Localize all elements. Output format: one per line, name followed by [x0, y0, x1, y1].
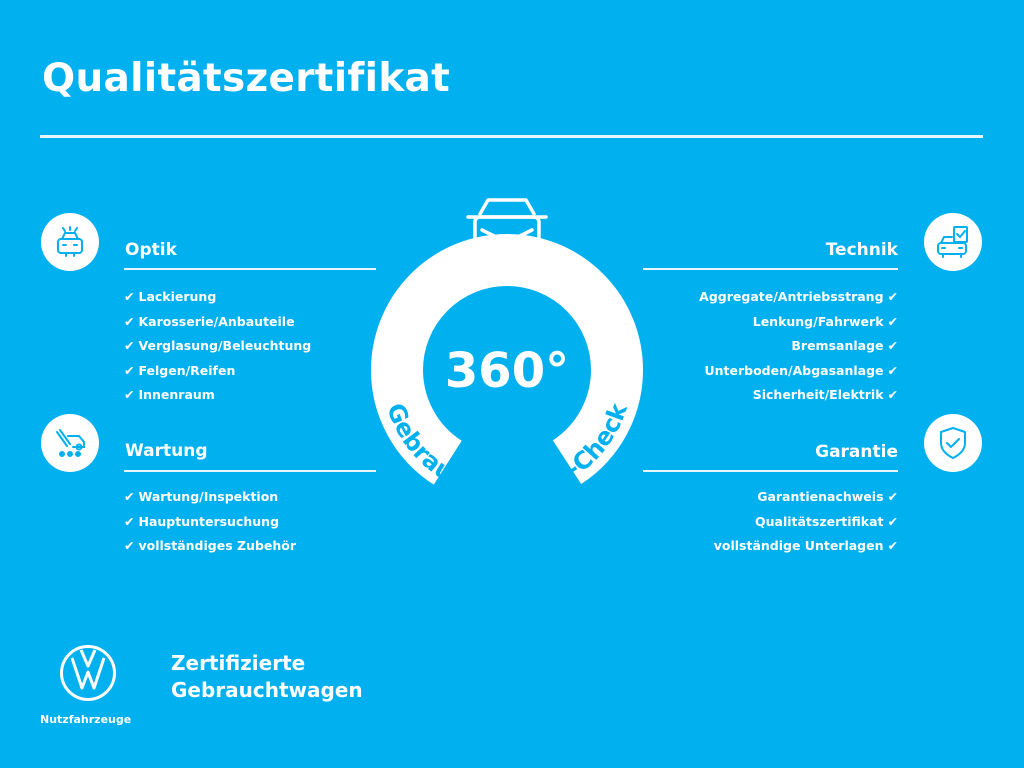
check-icon: ✔ [887, 387, 898, 402]
check-icon: ✔ [124, 513, 135, 529]
list-item: ✔ Felgen/Reifen [124, 362, 236, 378]
car-checklist-icon [924, 213, 982, 271]
title-divider [40, 135, 983, 138]
page-title: Qualitätszertifikat [42, 56, 451, 101]
list-item: Aggregate/Antriebsstrang ✔ [699, 289, 898, 304]
list-technik: Aggregate/Antriebsstrang ✔ Lenkung/Fahrwe… [699, 285, 898, 408]
brand-name: Nutzfahrzeuge [40, 713, 132, 726]
vw-logo [60, 645, 116, 701]
shield-check-icon [924, 414, 982, 472]
section-divider [643, 470, 898, 472]
check-icon: ✔ [124, 538, 135, 553]
list-item: ✔ Hauptuntersuchung [124, 513, 280, 529]
list-item: ✔ vollständiges Zubehör [124, 538, 297, 553]
list-item: Sicherheit/Elektrik ✔ [752, 387, 898, 402]
check-icon: ✔ [124, 338, 135, 353]
footer-tagline: Zertifizierte Gebrauchtwagen [171, 650, 363, 704]
tagline-line-1: Zertifizierte [171, 651, 306, 675]
360-check-badge: 360° Gebrauchtwagen-Check [371, 198, 643, 500]
tagline-line-2: Gebrauchtwagen [171, 678, 363, 702]
check-icon: ✔ [887, 338, 898, 353]
list-item: Qualitätszertifikat ✔ [754, 513, 898, 529]
badge-360-text: 360° [445, 343, 569, 399]
list-wartung: ✔ Wartung/Inspektion ✔ Hauptuntersuchung ✔… [124, 485, 296, 559]
list-item: Lenkung/Fahrwerk ✔ [752, 313, 898, 329]
list-item: vollständige Unterlagen ✔ [713, 538, 898, 553]
check-icon: ✔ [124, 362, 135, 378]
check-icon: ✔ [124, 313, 135, 329]
section-title-technik: Technik [825, 240, 898, 260]
section-title-garantie: Garantie [815, 442, 898, 462]
check-icon: ✔ [887, 538, 898, 553]
check-icon: ✔ [887, 362, 898, 378]
check-icon: ✔ [887, 489, 898, 504]
list-item: Unterboden/Abgasanlage ✔ [704, 362, 898, 378]
list-item: Garantienachweis ✔ [757, 489, 898, 504]
car-rotate-icon [459, 198, 555, 281]
check-icon: ✔ [887, 289, 898, 304]
section-divider [643, 268, 898, 270]
car-front-icon [41, 213, 99, 271]
list-garantie: Garantienachweis ✔ Qualitätszertifikat ✔ v… [714, 485, 898, 559]
list-optik: ✔ Lackierung ✔ Karosserie/Anbauteile ✔ Verg… [124, 285, 311, 408]
list-item: ✔ Wartung/Inspektion [124, 489, 279, 504]
check-icon: ✔ [124, 289, 135, 304]
list-item: Bremsanlage ✔ [791, 338, 898, 353]
section-divider [124, 268, 376, 270]
list-item: ✔ Innenraum [124, 387, 215, 402]
badge-ring [371, 234, 643, 500]
section-title-optik: Optik [125, 240, 177, 260]
check-icon: ✔ [887, 513, 898, 529]
list-item: ✔ Karosserie/Anbauteile [124, 313, 295, 329]
list-item: ✔ Lackierung [124, 289, 217, 304]
wrench-van-icon [41, 414, 99, 472]
check-icon: ✔ [887, 313, 898, 329]
check-icon: ✔ [124, 489, 135, 504]
list-item: ✔ Verglasung/Beleuchtung [124, 338, 312, 353]
check-icon: ✔ [124, 387, 135, 402]
section-divider [124, 470, 376, 472]
section-title-wartung: Wartung [125, 441, 208, 461]
